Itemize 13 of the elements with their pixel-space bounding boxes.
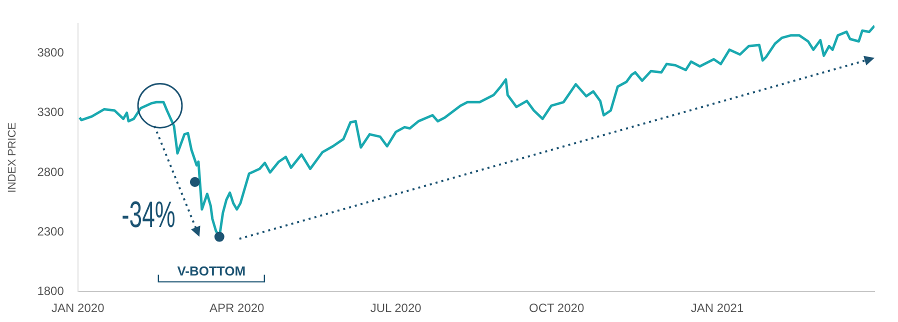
x-tick-label: JUL 2020: [370, 301, 422, 316]
x-tick-label: JAN 2020: [52, 301, 105, 316]
y-tick-label: 3300: [37, 105, 64, 120]
y-tick-label: 2300: [37, 224, 64, 238]
annotation: -34%: [122, 193, 176, 236]
y-axis-title: INDEX PRICE: [6, 122, 19, 193]
annotation: V-BOTTOM: [177, 263, 246, 278]
x-tick-label: APR 2020: [210, 301, 265, 316]
y-tick-label: 2800: [37, 164, 64, 179]
y-tick-label: 1800: [37, 284, 64, 298]
x-tick-label: OCT 2020: [528, 301, 584, 316]
x-tick-label: JAN 2021: [690, 301, 744, 316]
y-tick-label: 3800: [37, 46, 64, 60]
